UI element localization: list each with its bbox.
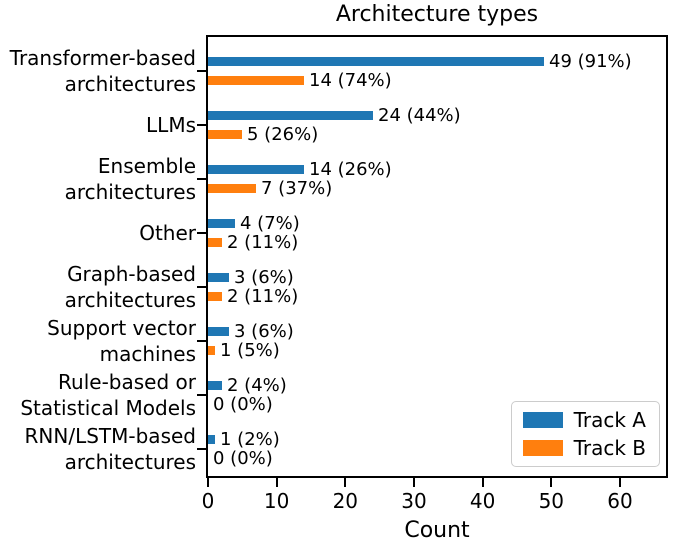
bar-track-b bbox=[208, 184, 256, 193]
bar-value-label: 0 (0%) bbox=[213, 447, 273, 469]
bar-track-a bbox=[208, 327, 229, 336]
x-tick-label: 0 bbox=[201, 489, 215, 513]
legend-swatch-track-a bbox=[522, 412, 563, 428]
category-label: Graph-based architectures bbox=[64, 262, 196, 312]
category-label: Other bbox=[139, 221, 196, 245]
bar-value-label: 5 (26%) bbox=[247, 123, 319, 145]
bar-value-label: 14 (26%) bbox=[309, 158, 392, 180]
y-tick-mark bbox=[197, 70, 206, 72]
y-tick-mark bbox=[197, 232, 206, 234]
bar-track-b bbox=[208, 292, 222, 301]
x-axis-label: Count bbox=[404, 518, 470, 543]
bar-value-label: 2 (4%) bbox=[227, 374, 287, 396]
bar-track-a bbox=[208, 435, 215, 444]
x-tick-label: 40 bbox=[469, 489, 496, 513]
x-tick-mark bbox=[207, 478, 209, 487]
bar-value-label: 0 (0%) bbox=[213, 393, 273, 415]
legend-label: Track B bbox=[573, 436, 646, 460]
category-label: Ensemble architectures bbox=[64, 154, 196, 204]
bar-value-label: 2 (11%) bbox=[227, 285, 299, 307]
bar-track-b bbox=[208, 76, 304, 85]
bar-track-a bbox=[208, 381, 222, 390]
x-tick-mark bbox=[412, 478, 415, 487]
bar-track-b bbox=[208, 130, 242, 139]
bar-track-a bbox=[208, 273, 229, 282]
bar-track-a bbox=[208, 111, 373, 120]
y-tick-mark bbox=[197, 178, 206, 180]
y-tick-mark bbox=[197, 394, 206, 396]
x-tick-label: 60 bbox=[607, 489, 633, 513]
legend-label: Track A bbox=[573, 408, 646, 432]
x-tick-label: 10 bbox=[263, 489, 290, 513]
category-label: Support vector machines bbox=[47, 316, 196, 366]
bar-track-b bbox=[208, 346, 215, 355]
x-tick-label: 30 bbox=[401, 489, 427, 513]
x-tick-mark bbox=[618, 478, 621, 487]
x-tick-mark bbox=[481, 478, 484, 487]
bar-value-label: 1 (2%) bbox=[220, 428, 280, 450]
bar-value-label: 1 (5%) bbox=[220, 339, 280, 361]
y-tick-mark bbox=[197, 124, 206, 126]
plot-area: 49 (91%) 14 (74%) 24 (44%) 5 (26%) 14 (26%) 7… bbox=[206, 35, 668, 478]
bar-track-a bbox=[208, 165, 304, 174]
category-label: Transformer-based architectures bbox=[9, 46, 196, 96]
bar-value-label: 24 (44%) bbox=[378, 104, 461, 126]
legend-entry-track-b: Track B bbox=[522, 436, 646, 460]
y-tick-mark bbox=[197, 448, 206, 450]
bar-track-b bbox=[208, 238, 222, 247]
legend-entry-track-a: Track A bbox=[522, 408, 646, 432]
bar-value-label: 3 (6%) bbox=[234, 266, 294, 288]
category-label: RNN/LSTM-based architectures bbox=[24, 424, 196, 474]
bar-value-label: 3 (6%) bbox=[234, 320, 294, 342]
bar-value-label: 14 (74%) bbox=[309, 69, 392, 91]
x-tick-mark bbox=[275, 478, 278, 487]
bar-value-label: 4 (7%) bbox=[240, 212, 300, 234]
bar-track-a bbox=[208, 219, 235, 228]
category-label: LLMs bbox=[146, 113, 196, 137]
y-tick-mark bbox=[197, 340, 206, 342]
bar-value-label: 7 (37%) bbox=[261, 177, 333, 199]
category-label: Rule-based or Statistical Models bbox=[20, 370, 196, 420]
y-tick-mark bbox=[197, 286, 206, 288]
bar-track-a bbox=[208, 57, 544, 66]
bar-value-label: 2 (11%) bbox=[227, 231, 299, 253]
x-tick-mark bbox=[344, 478, 347, 487]
x-tick-mark bbox=[550, 478, 553, 487]
chart-title: Architecture types bbox=[335, 2, 539, 27]
bar-value-label: 49 (91%) bbox=[549, 50, 632, 72]
legend: Track A Track B bbox=[510, 401, 660, 467]
x-tick-label: 50 bbox=[538, 489, 565, 513]
legend-swatch-track-b bbox=[522, 440, 563, 456]
x-tick-label: 20 bbox=[332, 489, 359, 513]
